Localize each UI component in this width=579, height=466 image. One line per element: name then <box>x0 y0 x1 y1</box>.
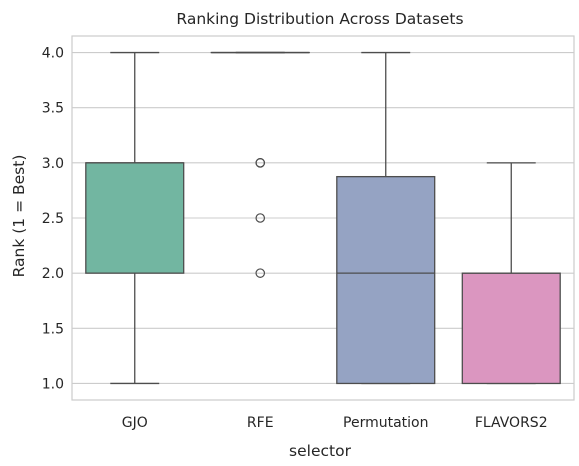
x-tick-label: Permutation <box>343 415 428 431</box>
outlier-point <box>255 213 266 223</box>
y-tick-label: 3.5 <box>42 101 64 117</box>
box-flavors2 <box>461 162 561 385</box>
x-tick-label: GJO <box>122 415 148 431</box>
x-tick-label: RFE <box>247 415 274 431</box>
y-axis-label: Rank (1 = Best) <box>10 155 28 278</box>
y-tick-label: 2.0 <box>42 266 64 282</box>
y-tick-label: 2.5 <box>42 211 64 227</box>
y-tick-labels: 1.0 1.5 2.0 2.5 3.0 3.5 4.0 <box>42 46 64 393</box>
x-tick-label: FLAVORS2 <box>475 415 548 431</box>
y-tick-label: 3.0 <box>42 156 64 172</box>
box-gjo <box>85 51 185 385</box>
boxes-group <box>85 51 561 385</box>
x-axis-label: selector <box>289 442 352 460</box>
box-body <box>85 162 185 274</box>
outlier-point <box>255 158 266 168</box>
box-permutation <box>336 51 436 385</box>
box-rfe <box>210 51 310 278</box>
y-tick-label: 1.0 <box>42 376 64 392</box>
chart-title: Ranking Distribution Across Datasets <box>176 10 463 28</box>
y-tick-label: 4.0 <box>42 46 64 62</box>
x-tick-labels: GJO RFE Permutation FLAVORS2 <box>122 415 548 431</box>
axes-frame <box>71 35 575 401</box>
box-body <box>336 175 436 385</box>
outlier-point <box>255 268 266 278</box>
box-body <box>461 272 561 385</box>
y-tick-label: 1.5 <box>42 321 64 337</box>
